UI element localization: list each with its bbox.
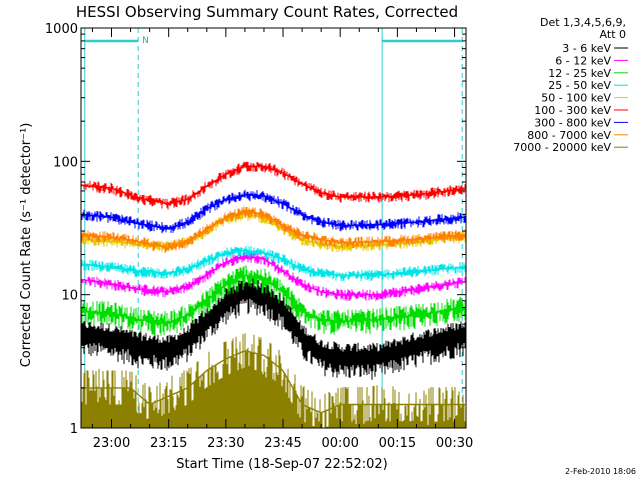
legend-label: 100 - 300 keV — [534, 104, 611, 117]
x-tick-label: 00:15 — [379, 436, 416, 451]
x-tick-label: 00:30 — [436, 436, 473, 451]
legend-header: Det 1,3,4,5,6,9, — [540, 16, 626, 29]
series-layer — [80, 161, 467, 428]
legend-label: 800 - 7000 keV — [527, 129, 611, 142]
plot-frame — [80, 27, 467, 429]
series-12-25-kev — [80, 265, 467, 336]
y-tick-label: 1000 — [45, 22, 78, 37]
series-line — [80, 255, 466, 296]
legend-label: 300 - 800 keV — [534, 116, 611, 129]
legend-label: 25 - 50 keV — [548, 79, 611, 92]
series-line — [80, 249, 465, 276]
legend-header: Att 0 — [600, 28, 626, 41]
y-tick-label: 1 — [70, 422, 78, 437]
y-axis-label: Corrected Count Rate (s⁻¹ detector⁻¹) — [19, 123, 34, 368]
x-tick-label: 23:30 — [207, 436, 244, 451]
series-line — [80, 210, 466, 249]
series-line — [81, 350, 465, 414]
legend-label: 3 - 6 keV — [562, 42, 611, 55]
x-tick-label: 23:45 — [264, 436, 301, 451]
x-tick-label: 23:00 — [93, 436, 130, 451]
night-label: N — [142, 36, 149, 46]
series-line — [80, 165, 465, 205]
legend-label: 50 - 100 keV — [541, 92, 611, 105]
night-markers: N — [84, 28, 463, 428]
y-tick-label: 10 — [61, 289, 78, 304]
legend-label: 6 - 12 keV — [555, 54, 611, 67]
footer-timestamp: 2-Feb-2010 18:06 — [565, 467, 636, 476]
legend-label: 12 - 25 keV — [548, 67, 611, 80]
x-tick-label: 23:15 — [150, 436, 187, 451]
axes: 1 10 100 1000 23:00 23:15 23:30 23:45 00:00 00:15… — [45, 22, 473, 451]
series-line — [80, 274, 465, 324]
legend-label: 7000 - 20000 keV — [513, 141, 611, 154]
chart-title: HESSI Observing Summary Count Rates, Cor… — [76, 3, 458, 21]
x-tick-label: 00:00 — [321, 436, 358, 451]
series-800-7000-kev — [80, 206, 467, 253]
series-line — [80, 194, 465, 229]
series-line — [80, 285, 465, 353]
x-axis-label: Start Time (18-Sep-07 22:52:02) — [176, 457, 387, 472]
y-tick-label: 100 — [53, 155, 78, 170]
